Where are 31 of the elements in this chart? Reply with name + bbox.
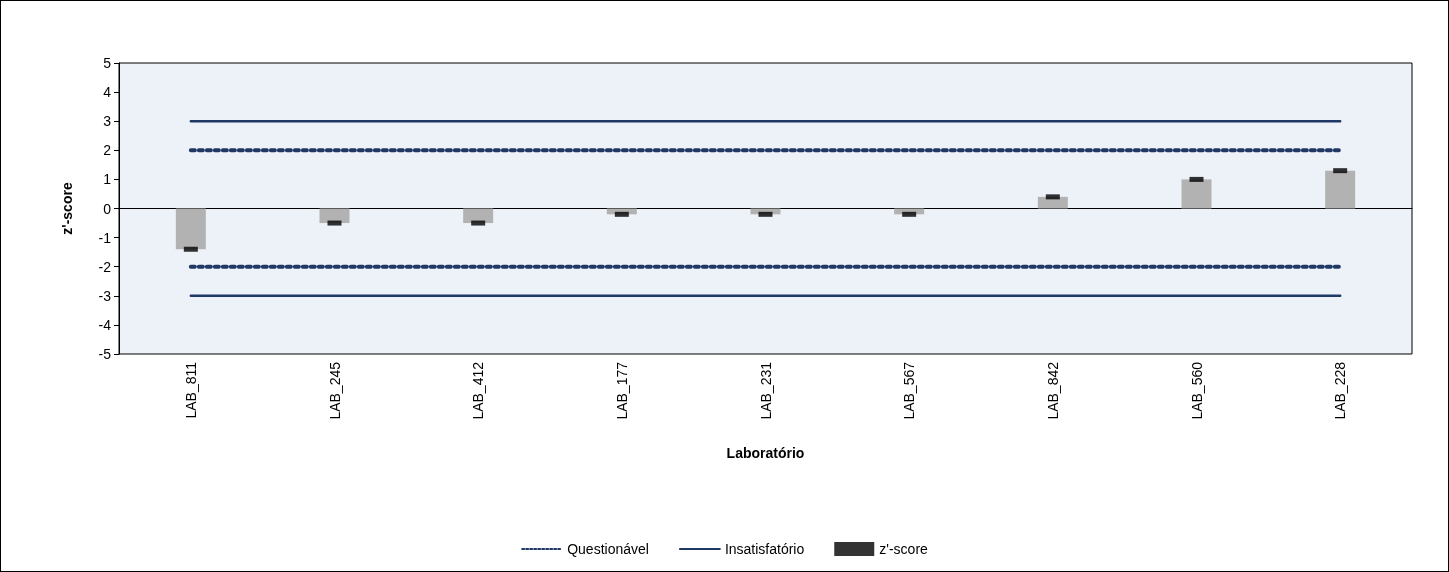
y-tick-label: 0 <box>103 200 112 217</box>
y-tick-label: -3 <box>98 287 112 304</box>
y-tick-label: 4 <box>103 84 112 101</box>
bar <box>1037 196 1068 209</box>
x-tick-label: LAB_231 <box>757 361 774 420</box>
legend-label: Questionável <box>567 541 649 557</box>
y-tick-label: -5 <box>98 346 112 362</box>
x-tick-label: LAB_842 <box>1044 361 1061 420</box>
y-tick-label: 1 <box>103 171 112 188</box>
bar <box>319 208 350 224</box>
x-tick-label: LAB_811 <box>182 361 199 419</box>
x-tick-label: LAB_228 <box>1332 361 1349 420</box>
x-tick-label: LAB_412 <box>470 361 487 420</box>
y-tick-label: 2 <box>103 142 112 159</box>
legend-label: z'-score <box>879 541 929 557</box>
y-tick-label: 3 <box>103 113 112 130</box>
y-tick-label: -4 <box>98 316 112 333</box>
y-axis-title: z'-score <box>59 182 75 235</box>
bar <box>1325 170 1356 209</box>
x-tick-label: LAB_245 <box>326 361 343 420</box>
bar <box>175 208 206 250</box>
legend-label: Insatisfatório <box>724 541 805 557</box>
x-tick-label: LAB_567 <box>901 361 918 420</box>
x-tick-label: LAB_560 <box>1188 361 1205 420</box>
y-tick-label: -1 <box>98 229 112 246</box>
bar <box>463 208 494 224</box>
y-tick-label: 5 <box>103 55 112 71</box>
bar <box>1181 179 1212 209</box>
x-tick-label: LAB_177 <box>613 361 630 420</box>
x-axis-title: Laboratório <box>726 445 805 461</box>
y-tick-label: -2 <box>98 258 112 275</box>
